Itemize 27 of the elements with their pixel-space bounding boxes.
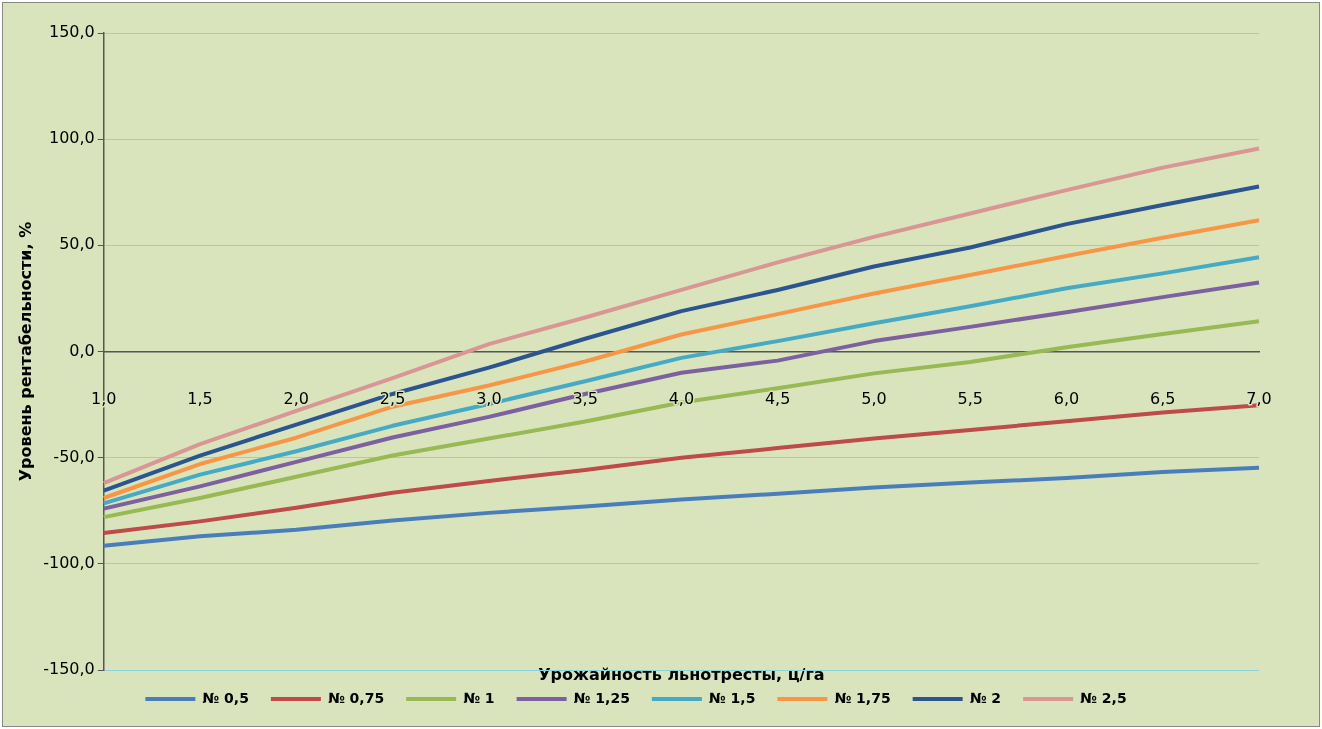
legend-label: № 1,25 xyxy=(573,689,630,706)
legend-label: № 1 xyxy=(463,689,495,706)
legend-label: № 0,5 xyxy=(202,689,249,706)
x-tick-label: 4,5 xyxy=(764,388,791,408)
x-tick-label: 3,0 xyxy=(476,388,502,408)
y-tick-label: 150,0 xyxy=(48,22,95,42)
x-tick-label: 1,5 xyxy=(187,388,213,408)
x-tick-label: 6,5 xyxy=(1150,388,1176,408)
y-tick-label: -150,0 xyxy=(43,659,95,679)
legend-label: № 1,5 xyxy=(708,689,756,706)
legend-label: № 2 xyxy=(969,689,1002,706)
y-tick-label: 0,0 xyxy=(69,340,95,360)
y-axis-title: Уровень рентабельности, % xyxy=(15,221,35,482)
x-tick-label: 4,0 xyxy=(668,388,695,408)
x-tick-label: 6,0 xyxy=(1053,388,1080,408)
y-tick-label: 100,0 xyxy=(48,128,95,148)
legend-label: № 2,5 xyxy=(1080,689,1127,706)
y-tick-label: 50,0 xyxy=(59,234,95,254)
x-tick-label: 5,5 xyxy=(957,388,983,408)
x-axis-title: Урожайность льнотресты, ц/га xyxy=(538,665,825,685)
y-tick-label: -100,0 xyxy=(43,552,95,572)
legend-label: № 1,75 xyxy=(834,689,891,706)
x-tick-label: 5,0 xyxy=(861,388,887,408)
x-tick-label: 2,0 xyxy=(283,388,310,408)
x-tick-label: 7,0 xyxy=(1246,388,1272,408)
legend-label: № 0,75 xyxy=(327,689,385,706)
y-tick-label: -50,0 xyxy=(53,446,95,466)
